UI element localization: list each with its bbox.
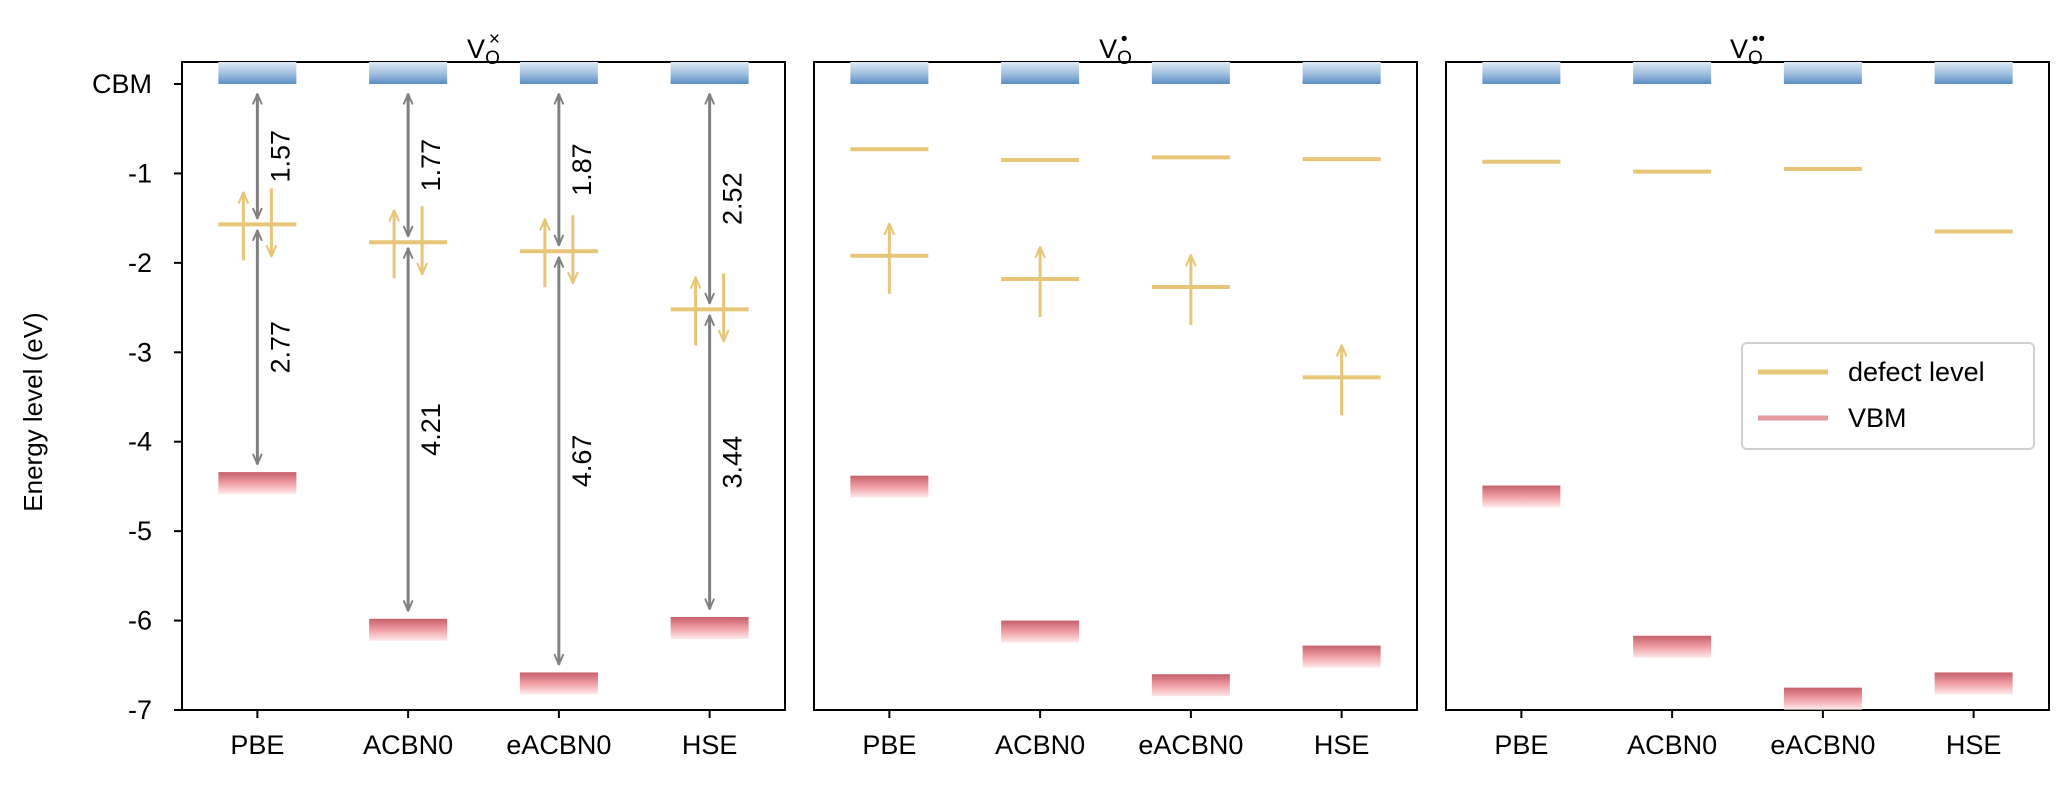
cbm-band-HSE [1302, 62, 1381, 84]
x-tick-label-PBE: PBE [1494, 730, 1548, 760]
cbm-band-PBE [1482, 62, 1561, 84]
vbm-band-ACBN0 [369, 618, 448, 641]
gap-label-defect-vbm: 4.67 [567, 435, 597, 488]
legend: defect level VBM [1741, 342, 2035, 450]
cbm-band-ACBN0 [369, 62, 448, 84]
y-tick-label: -4 [128, 427, 152, 457]
vbm-band-PBE [850, 475, 929, 498]
x-tick-label-PBE: PBE [230, 730, 284, 760]
panel-2: VO•• PBE ACBN0 eACBN0 HSE [1445, 29, 2050, 760]
y-tick-label: -6 [128, 606, 152, 636]
vbm-band-eACBN0 [519, 672, 598, 695]
x-tick-label-HSE: HSE [1314, 730, 1370, 760]
panel-frame [813, 61, 1418, 711]
y-tick-label: -7 [128, 695, 152, 725]
vbm-band-PBE [1482, 485, 1561, 508]
cbm-band-ACBN0 [1633, 62, 1712, 84]
panel-title: VO• [1099, 29, 1132, 69]
x-tick-label-HSE: HSE [682, 730, 738, 760]
gap-label-cbm-defect: 1.57 [265, 130, 295, 183]
vbm-band-PBE [218, 472, 297, 495]
gap-label-cbm-defect: 1.87 [567, 143, 597, 196]
panel-0: VO× PBE ACBN0 eACBN0 HSE CBM -1 -2 -3 -4 -5 -6 -7 1.5… [92, 29, 786, 760]
x-tick-label-HSE: HSE [1946, 730, 2002, 760]
cbm-band-HSE [670, 62, 749, 84]
vbm-band-HSE [1302, 645, 1381, 668]
cbm-band-ACBN0 [1001, 62, 1080, 84]
vbm-band-HSE [1934, 672, 2013, 695]
x-tick-label-eACBN0: eACBN0 [1138, 730, 1243, 760]
cbm-band-eACBN0 [519, 62, 598, 84]
x-tick-label-ACBN0: ACBN0 [995, 730, 1085, 760]
cbm-band-eACBN0 [1151, 62, 1230, 84]
panel-title: VO•• [1730, 29, 1765, 69]
gap-label-defect-vbm: 4.21 [416, 403, 446, 456]
panel-1: VO• PBE ACBN0 eACBN0 HSE [813, 29, 1418, 760]
x-tick-label-ACBN0: ACBN0 [1627, 730, 1717, 760]
cbm-band-HSE [1934, 62, 2013, 84]
x-tick-label-eACBN0: eACBN0 [1770, 730, 1875, 760]
gap-label-cbm-defect: 1.77 [416, 139, 446, 192]
x-tick-label-ACBN0: ACBN0 [363, 730, 453, 760]
x-tick-label-PBE: PBE [862, 730, 916, 760]
vbm-band-ACBN0 [1001, 620, 1080, 643]
y-tick-label: -3 [128, 337, 152, 367]
vbm-band-ACBN0 [1633, 635, 1712, 658]
vbm-band-eACBN0 [1151, 674, 1230, 697]
panel-title: VO× [467, 29, 500, 69]
vbm-band-HSE [670, 616, 749, 639]
vbm-band-eACBN0 [1783, 687, 1862, 710]
legend-vbm-label: VBM [1848, 403, 1907, 433]
gap-label-defect-vbm: 3.44 [718, 436, 748, 489]
x-tick-label-eACBN0: eACBN0 [506, 730, 611, 760]
gap-label-defect-vbm: 2.77 [265, 321, 295, 374]
cbm-band-PBE [218, 62, 297, 84]
y-tick-label: -1 [128, 158, 152, 188]
y-axis-label: Energy level (eV) [18, 312, 48, 511]
gap-label-cbm-defect: 2.52 [718, 172, 748, 225]
legend-defect-label: defect level [1848, 357, 1985, 387]
panel-frame [1445, 61, 2050, 711]
y-tick-label: -5 [128, 516, 152, 546]
cbm-band-eACBN0 [1783, 62, 1862, 84]
cbm-band-PBE [850, 62, 929, 84]
y-tick-label: -2 [128, 248, 152, 278]
y-tick-label: CBM [92, 69, 152, 99]
panel-frame [181, 61, 786, 711]
